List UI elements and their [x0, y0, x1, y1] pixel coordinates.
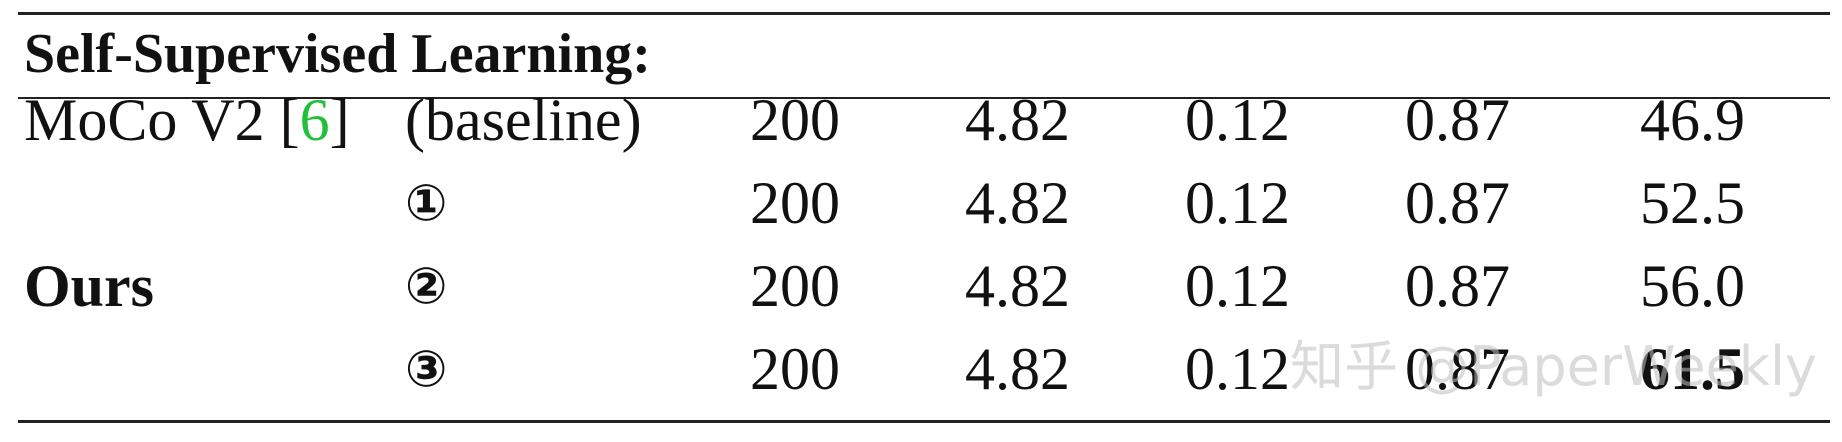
value-cell: 200: [750, 170, 840, 236]
section-title: Self-Supervised Learning:: [24, 23, 651, 85]
value-cell: 0.12: [1185, 336, 1290, 402]
table-row: Ours ② 200 4.82 0.12 0.87 56.0: [0, 246, 1842, 326]
citation-link[interactable]: 6: [299, 87, 330, 153]
method-name: MoCo V2 [: [24, 87, 300, 153]
bottom-rule: [18, 420, 1830, 423]
variant-marker: ①: [405, 174, 448, 232]
method-name-suffix: ]: [329, 87, 350, 153]
variant-marker: ②: [405, 257, 448, 315]
value-cell: 200: [750, 336, 840, 402]
value-cell: 46.9: [1640, 87, 1745, 153]
value-cell: 4.82: [965, 336, 1070, 402]
table-row: ③ 200 4.82 0.12 0.87 61.5: [0, 329, 1842, 409]
value-cell: 4.82: [965, 170, 1070, 236]
value-cell: 4.82: [965, 253, 1070, 319]
top-rule: [18, 12, 1830, 15]
value-cell: 52.5: [1640, 170, 1745, 236]
value-cell: 200: [750, 253, 840, 319]
value-cell: 0.12: [1185, 253, 1290, 319]
value-cell: 0.12: [1185, 170, 1290, 236]
variant-cell: (baseline): [405, 87, 642, 153]
value-cell: 200: [750, 87, 840, 153]
table-row: ① 200 4.82 0.12 0.87 52.5: [0, 163, 1842, 243]
variant-marker: ③: [405, 340, 448, 398]
method-cell: Ours: [24, 253, 155, 319]
method-cell: MoCo V2 [6]: [24, 80, 350, 160]
section-rule: [18, 97, 1830, 99]
value-cell: 56.0: [1640, 253, 1745, 319]
value-cell: 0.12: [1185, 87, 1290, 153]
value-cell: 0.87: [1405, 336, 1510, 402]
table-row: MoCo V2 [6] (baseline) 200 4.82 0.12 0.8…: [0, 80, 1842, 160]
value-cell: 0.87: [1405, 253, 1510, 319]
best-value-cell: 61.5: [1640, 336, 1745, 402]
value-cell: 0.87: [1405, 170, 1510, 236]
value-cell: 4.82: [965, 87, 1070, 153]
value-cell: 0.87: [1405, 87, 1510, 153]
